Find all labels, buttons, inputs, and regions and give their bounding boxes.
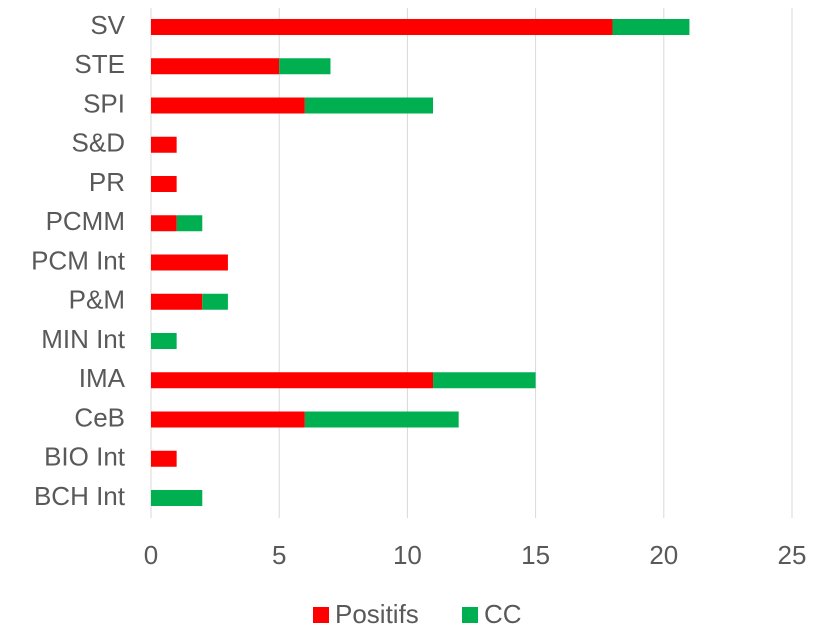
bar-segment (151, 97, 305, 114)
y-tick-label: CeB (74, 402, 125, 432)
x-tick-label: 5 (272, 540, 286, 570)
bar-segment (151, 136, 177, 153)
x-tick-label: 0 (144, 540, 158, 570)
bar-segment (279, 58, 331, 75)
y-tick-label: S&D (72, 128, 125, 158)
x-tick-label: 20 (649, 540, 678, 570)
bar-segment (151, 293, 203, 310)
y-tick-label: STE (74, 49, 125, 79)
y-tick-label: SPI (83, 88, 125, 118)
bar-segment (151, 333, 177, 349)
bar-segment (151, 215, 177, 232)
legend-swatch (462, 607, 478, 623)
bar-segment (151, 411, 305, 428)
y-tick-label: BCH Int (34, 481, 126, 511)
y-tick-label: PCM Int (31, 245, 126, 275)
bar-segment (176, 215, 203, 232)
bar-segment (151, 19, 613, 35)
y-tick-label: PCMM (46, 206, 125, 236)
y-tick-label: BIO Int (44, 442, 126, 472)
y-tick-label: PR (89, 167, 125, 197)
x-tick-label: 10 (393, 540, 422, 570)
y-tick-label: IMA (79, 363, 126, 393)
bar-segment (151, 450, 177, 467)
legend-swatch (313, 607, 329, 623)
bar-segment (304, 97, 434, 114)
bar-segment (304, 411, 459, 428)
bar-segment (151, 490, 203, 506)
y-tick-label: P&M (69, 285, 125, 315)
bar-segment (151, 254, 228, 271)
x-tick-label: 25 (778, 540, 807, 570)
bar-segment (151, 372, 434, 389)
bar-segment (151, 58, 280, 75)
bar-segment (202, 293, 228, 310)
legend-label: Positifs (335, 599, 419, 629)
y-tick-label: MIN Int (41, 324, 126, 354)
y-tick-label: SV (90, 10, 125, 40)
bar-segment (151, 176, 177, 192)
bar-segment (612, 19, 690, 35)
bar-segment (433, 372, 536, 389)
legend-label: CC (484, 599, 522, 629)
x-tick-label: 15 (521, 540, 550, 570)
